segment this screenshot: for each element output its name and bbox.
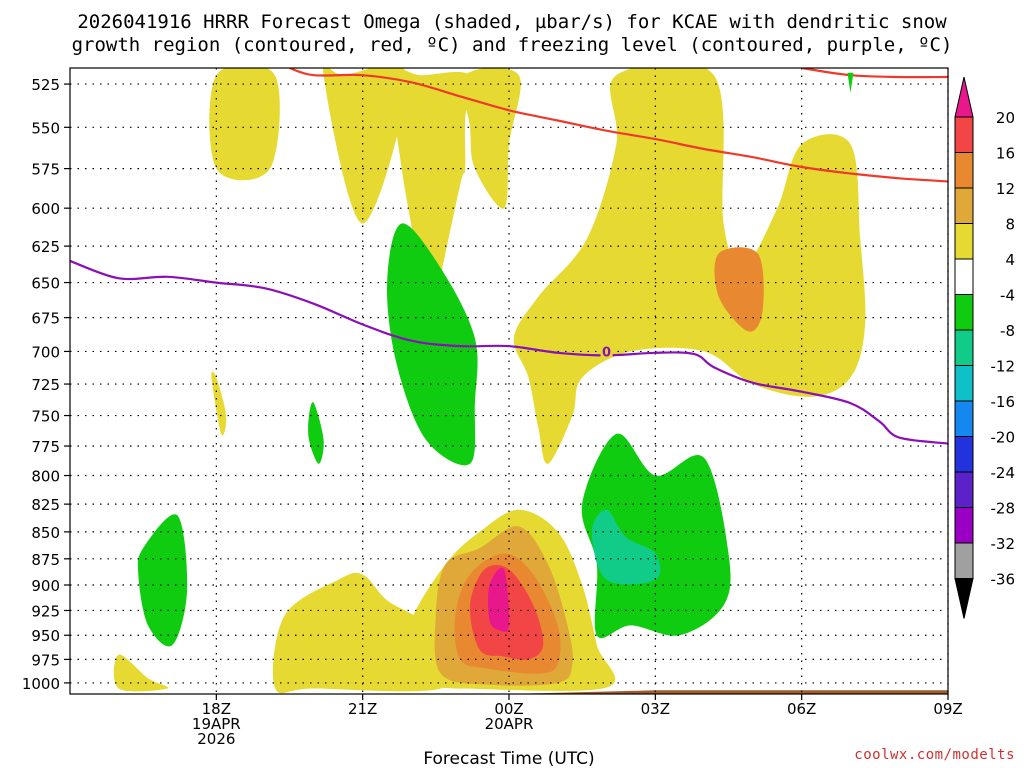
y-tick-label-10: 775 xyxy=(31,438,60,456)
colorbar-label-0: -36 xyxy=(991,571,1016,589)
y-tick-label-12: 825 xyxy=(31,496,60,514)
colorbar-band-1 xyxy=(954,507,974,544)
omega-region-7 xyxy=(513,68,866,464)
y-tick-label-15: 900 xyxy=(31,577,60,595)
dgz-contour-red-top xyxy=(801,68,948,79)
x-tick-label-4-0: 06Z xyxy=(787,700,816,718)
omega-colorbar: -36 -32 -28 -24 -20 -16 -12 -8 -4 4 8 12 16 20 xyxy=(954,76,1016,619)
x-axis-label: Forecast Time (UTC) xyxy=(423,749,594,768)
chart-title-line-2: growth region (contoured, red, ºC) and f… xyxy=(72,34,953,56)
y-tick-label-1: 550 xyxy=(31,119,60,137)
x-tick-label-0-2: 2026 xyxy=(197,730,235,748)
omega-region-3 xyxy=(272,572,451,694)
colorbar-band-2 xyxy=(954,471,974,508)
colorbar-band-10 xyxy=(954,187,974,224)
credit-text: coolwx.com/modelts xyxy=(854,747,1015,763)
colorbar-band-11 xyxy=(954,152,974,189)
colorbar-band-4 xyxy=(954,400,974,437)
colorbar-band-5 xyxy=(954,365,974,402)
colorbar-label-10: 8 xyxy=(1005,216,1015,234)
omega-region-18 xyxy=(487,567,510,633)
y-axis-ticks: 525 550 575 600 625 650 675 700 725 750 775 800 825 8… xyxy=(22,76,70,693)
x-tick-label-0-0: 18Z xyxy=(202,700,231,718)
omega-region-10 xyxy=(137,514,188,647)
colorbar-label-5: -16 xyxy=(991,393,1016,411)
freezing-label-bg xyxy=(600,343,613,358)
colorbar-label-9: 4 xyxy=(1005,251,1015,269)
omega-shaded-fields xyxy=(70,68,948,694)
y-tick-label-19: 1000 xyxy=(22,675,60,693)
y-tick-label-17: 950 xyxy=(31,627,60,645)
y-tick-label-16: 925 xyxy=(31,602,60,620)
omega-region-8 xyxy=(714,247,764,332)
omega-region-0 xyxy=(209,68,280,181)
colorbar-label-6: -12 xyxy=(991,358,1016,376)
x-tick-label-3-0: 03Z xyxy=(641,700,670,718)
colorbar-label-12: 16 xyxy=(996,145,1015,163)
ground-surface xyxy=(70,690,948,694)
colorbar-low-arrow xyxy=(954,578,974,619)
omega-region-12 xyxy=(308,402,324,464)
x-tick-label-2-1: 20APR xyxy=(485,715,534,733)
dgz-contour-red xyxy=(289,68,948,183)
colorbar-label-1: -32 xyxy=(991,535,1016,553)
y-tick-label-4: 625 xyxy=(31,238,60,256)
colorbar-band-6 xyxy=(954,329,974,366)
colorbar-label-11: 12 xyxy=(996,180,1015,198)
colorbar-band-0 xyxy=(954,542,974,579)
x-tick-label-2-0: 00Z xyxy=(494,700,523,718)
y-tick-label-11: 800 xyxy=(31,468,60,486)
colorbar-band-9 xyxy=(954,223,974,260)
colorbar-band-3 xyxy=(954,436,974,473)
freezing-level-label: 0 xyxy=(602,345,611,360)
colorbar-band-7 xyxy=(954,294,974,331)
colorbar-band-12 xyxy=(954,116,974,153)
x-tick-label-5-0: 09Z xyxy=(933,700,962,718)
omega-region-1 xyxy=(322,68,407,224)
y-tick-label-5: 650 xyxy=(31,275,60,293)
y-tick-label-18: 975 xyxy=(31,651,60,669)
omega-region-6 xyxy=(462,68,521,209)
colorbar-label-8: -4 xyxy=(1000,287,1015,305)
y-tick-label-2: 575 xyxy=(31,161,60,179)
y-tick-label-13: 850 xyxy=(31,524,60,542)
omega-small-spike xyxy=(847,72,854,93)
x-tick-label-1-0: 21Z xyxy=(348,700,377,718)
y-tick-label-7: 700 xyxy=(31,343,60,361)
y-tick-label-6: 675 xyxy=(31,310,60,328)
y-tick-label-3: 600 xyxy=(31,200,60,218)
freezing-level-line xyxy=(70,259,948,445)
omega-region-9 xyxy=(211,371,227,436)
colorbar-label-2: -28 xyxy=(991,500,1016,518)
contour-lines: 0 xyxy=(70,68,948,445)
colorbar-band-8 xyxy=(954,258,974,295)
y-tick-label-9: 750 xyxy=(31,408,60,426)
omega-region-14 xyxy=(591,509,661,585)
colorbar-label-13: 20 xyxy=(996,109,1015,127)
chart-title-line-1: 2026041916 HRRR Forecast Omega (shaded, … xyxy=(77,11,947,33)
colorbar-label-4: -20 xyxy=(991,429,1016,447)
y-tick-label-0: 525 xyxy=(31,76,60,94)
colorbar-high-arrow xyxy=(954,76,974,118)
colorbar-label-7: -8 xyxy=(1000,322,1015,340)
omega-region-4 xyxy=(391,68,473,327)
omega-region-2 xyxy=(113,654,169,692)
omega-region-13 xyxy=(581,433,731,639)
y-tick-label-8: 725 xyxy=(31,376,60,394)
colorbar-label-3: -24 xyxy=(991,464,1016,482)
x-tick-label-0-1: 19APR xyxy=(192,715,241,733)
y-tick-label-14: 875 xyxy=(31,551,60,569)
